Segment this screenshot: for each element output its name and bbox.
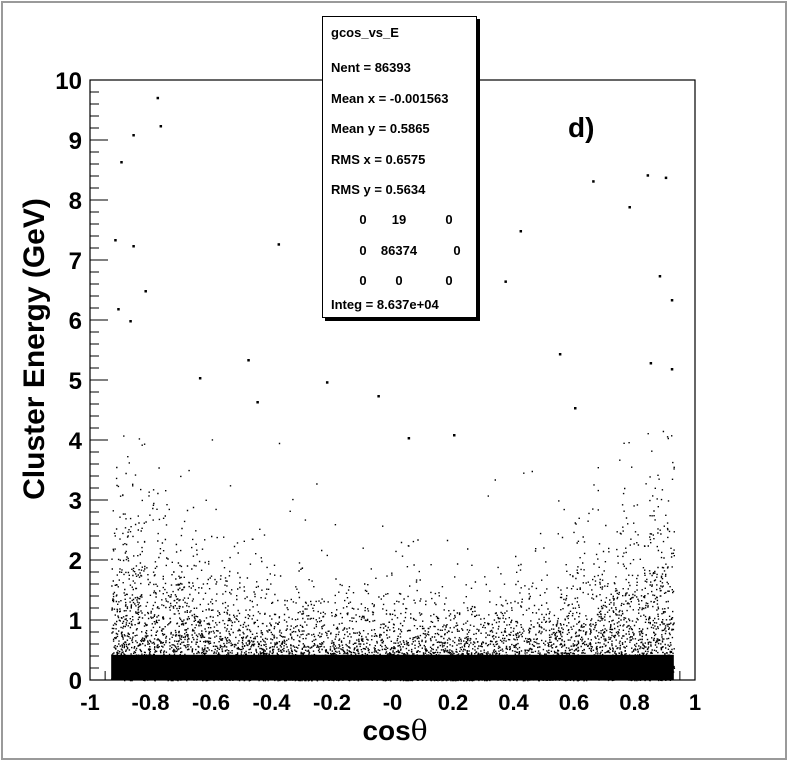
data-point [144,290,147,293]
data-point [132,134,135,137]
stats-matrix-cell: 0 [453,243,461,258]
data-point [198,377,202,380]
x-axis-label-symbol: θ [410,714,428,747]
stats-integral: Integ = 8.637e+04 [331,297,439,312]
y-tick-label: 9 [69,128,82,155]
x-tick-label: -0.6 [192,690,230,715]
data-point [453,434,456,437]
data-point [504,280,507,283]
data-point [664,176,668,180]
y-tick-label: 1 [69,608,82,635]
stats-rms-y: RMS y = 0.5634 [331,182,426,197]
y-axis: 0 1 2 3 4 5 6 7 8 9 10 [55,68,108,695]
data-point [114,239,117,242]
stats-mean-x: Mean x = -0.001563 [331,91,449,106]
y-tick-label: 4 [69,428,83,455]
y-tick-label: 7 [69,248,82,275]
y-tick-label: 3 [69,488,82,515]
y-tick-label: 8 [69,188,82,215]
stats-matrix-cell: 0 [445,273,453,288]
statistics-box: gcos_vs_E Nent = 86393 Mean x = -0.00156… [322,16,477,318]
data-point [407,437,411,440]
data-point [592,180,595,183]
stats-title: gcos_vs_E [331,25,399,40]
data-point [325,381,329,384]
data-point [670,368,674,371]
x-tick-label: 1 [689,690,701,715]
stats-mean-y: Mean y = 0.5865 [331,121,430,136]
x-tick-label: -0.4 [253,690,292,715]
y-tick-label: 2 [69,548,82,575]
data-point [159,125,163,128]
data-point [132,245,135,248]
data-point [646,174,650,177]
x-tick-label: 0.6 [559,690,590,715]
x-tick-label: -0.8 [132,690,170,715]
stats-matrix-cell: 86374 [380,243,418,258]
data-point [670,299,674,302]
data-point [129,320,132,323]
stats-rms-x: RMS x = 0.6575 [331,152,426,167]
x-tick-label: 0.8 [619,690,650,715]
stats-matrix-cell: 0 [359,243,367,258]
stats-matrix-cell: 19 [391,212,407,227]
data-point [574,407,577,410]
data-point [156,96,160,100]
y-axis-label: Cluster Energy (GeV) [18,198,51,500]
y-tick-label: 6 [69,308,82,335]
x-tick-label: -0 [383,690,403,715]
data-point [649,362,653,365]
panel-label: d) [568,112,595,143]
x-tick-label: -1 [80,690,100,715]
data-point [256,401,259,404]
stats-nent: Nent = 86393 [331,60,411,75]
data-point [247,359,250,362]
y-tick-label: 0 [69,668,82,695]
x-axis-label-text: cos [362,715,411,746]
y-tick-label: 5 [69,368,82,395]
stats-matrix-cell: 0 [395,273,403,288]
data-point [558,353,562,356]
stats-matrix-cell: 0 [359,273,367,288]
x-tick-label: 0.4 [498,690,529,715]
data-point [628,206,631,209]
data-point [377,395,380,398]
data-point [658,275,662,278]
data-point [519,230,523,233]
data-point [117,308,120,311]
stats-matrix-cell: 0 [445,212,453,227]
data-point-cloud [111,430,676,682]
y-tick-label: 10 [55,68,82,95]
x-tick-label: 0.2 [438,690,469,715]
stats-matrix-cell: 0 [359,212,367,227]
data-point [120,161,123,164]
x-axis-label: cosθ [320,714,470,747]
x-axis: -1 -0.8 -0.6 -0.4 -0.2 -0 0.2 0.4 0.6 0.8 1 [80,662,701,715]
x-tick-label: -0.2 [313,690,351,715]
data-point [277,243,281,246]
